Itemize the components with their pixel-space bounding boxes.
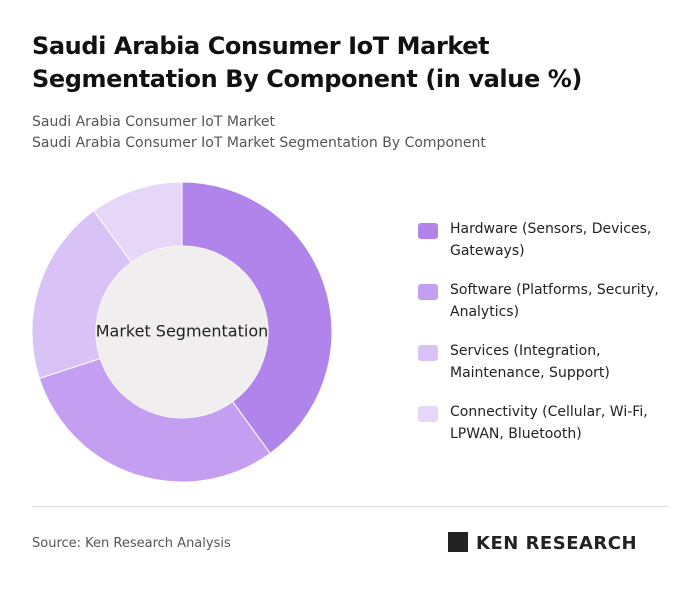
subtitle: Saudi Arabia Consumer IoT Market bbox=[32, 114, 275, 130]
legend-swatch bbox=[418, 284, 438, 300]
legend: Hardware (Sensors, Devices, Gateways) Sof… bbox=[418, 218, 678, 462]
legend-item: Services (Integration, Maintenance, Supp… bbox=[418, 340, 678, 401]
legend-label: Connectivity (Cellular, Wi-Fi, LPWAN, Bl… bbox=[450, 404, 648, 442]
center-label: Market Segmentation bbox=[96, 322, 269, 341]
divider bbox=[32, 506, 668, 507]
logo: KEN RESEARCH bbox=[448, 532, 637, 554]
legend-item: Software (Platforms, Security, Analytics… bbox=[418, 279, 678, 340]
logo-icon bbox=[448, 532, 468, 552]
legend-swatch bbox=[418, 345, 438, 361]
chart-title: Saudi Arabia Consumer IoT Market Segment… bbox=[32, 32, 582, 93]
legend-swatch bbox=[418, 406, 438, 422]
donut-chart: Market Segmentation bbox=[31, 181, 333, 483]
legend-item: Connectivity (Cellular, Wi-Fi, LPWAN, Bl… bbox=[418, 401, 678, 462]
legend-label: Hardware (Sensors, Devices, Gateways) bbox=[450, 221, 652, 259]
legend-label: Software (Platforms, Security, Analytics… bbox=[450, 282, 659, 320]
source: Source: Ken Research Analysis bbox=[32, 536, 231, 551]
legend-label: Services (Integration, Maintenance, Supp… bbox=[450, 343, 610, 381]
subtitle: Saudi Arabia Consumer IoT Market Segment… bbox=[32, 135, 486, 151]
logo-text: KEN RESEARCH bbox=[476, 533, 638, 554]
donut-center bbox=[96, 246, 268, 418]
legend-item: Hardware (Sensors, Devices, Gateways) bbox=[418, 218, 678, 279]
legend-swatch bbox=[418, 223, 438, 239]
